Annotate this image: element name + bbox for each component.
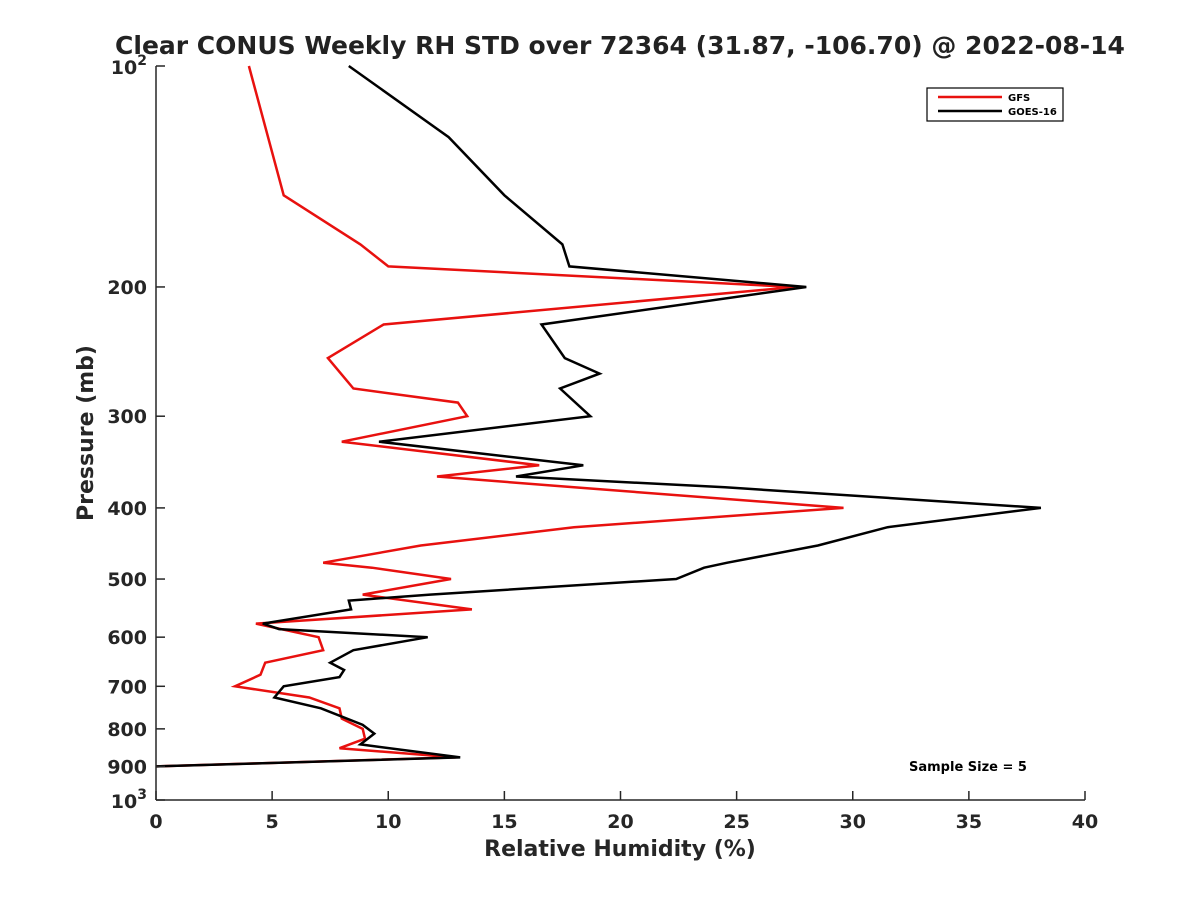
y-tick-label: 800: [107, 719, 147, 741]
y-tick-label: 700: [107, 676, 147, 698]
x-axis-label: Relative Humidity (%): [484, 837, 756, 862]
series-line-gfs: [155, 65, 844, 768]
sample-size-annotation: Sample Size = 5: [909, 760, 1027, 775]
x-tick-label: 10: [375, 811, 401, 833]
y-tick-label: 300: [107, 406, 147, 428]
x-tick-label: 25: [723, 811, 749, 833]
y-tick-label: 200: [107, 277, 147, 299]
legend-label-goes-16: GOES-16: [1008, 107, 1057, 118]
y-tick-label: 900: [107, 756, 147, 778]
x-tick-label: 30: [840, 811, 866, 833]
x-tick-label: 0: [149, 811, 162, 833]
legend-label-gfs: GFS: [1008, 93, 1030, 104]
chart-title: Clear CONUS Weekly RH STD over 72364 (31…: [115, 31, 1125, 60]
legend: GFS GOES-16: [926, 87, 1064, 122]
y-tick-label: 400: [107, 498, 147, 520]
y-decade-label: 102: [111, 53, 147, 79]
x-axis-ticks: 0 5 10 15 20 25 30 35 40: [149, 791, 1098, 833]
series-layer: [155, 64, 1042, 768]
series-line-goes-16: [155, 64, 1042, 768]
y-axis-label: Pressure (mb): [74, 345, 99, 521]
y-decade-label: 103: [111, 787, 147, 813]
x-tick-label: 5: [266, 811, 279, 833]
y-tick-label: 500: [107, 569, 147, 591]
x-tick-label: 20: [607, 811, 633, 833]
legend-box: [926, 87, 1064, 122]
x-tick-label: 40: [1072, 811, 1098, 833]
x-tick-label: 35: [956, 811, 982, 833]
y-tick-label: 600: [107, 627, 147, 649]
y-axis-ticks: 200 300 400 500 600 700 800 900 102 103: [107, 53, 165, 813]
x-tick-label: 15: [491, 811, 517, 833]
plot-area: [156, 66, 1085, 800]
